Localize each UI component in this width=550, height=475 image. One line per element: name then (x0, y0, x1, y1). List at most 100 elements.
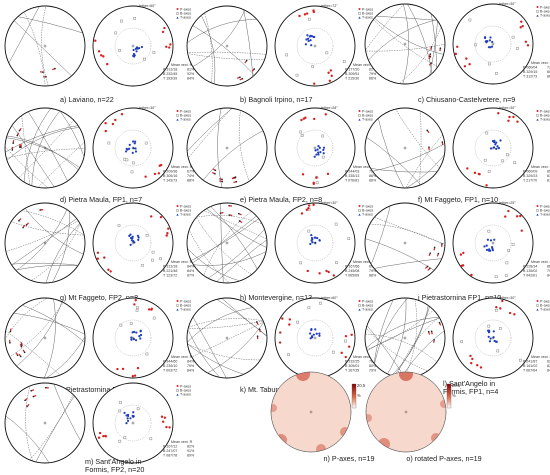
mean-vector-pct: 84% (187, 265, 195, 269)
t-axis-point (486, 238, 489, 241)
p-axis-point (163, 26, 166, 30)
t-axis-point (134, 339, 138, 342)
slip-point (11, 149, 14, 151)
slip-point (12, 142, 14, 144)
p-axis-point (344, 355, 347, 359)
t-axis-point (322, 148, 325, 152)
mean-vector-row: P 228/34 (523, 265, 537, 269)
pbt-axes-net (452, 297, 534, 379)
mean-vector-pct: 62% (369, 68, 377, 72)
t-axis-point (485, 248, 489, 251)
p-axis-point (520, 229, 523, 232)
t-axis-point (316, 148, 319, 151)
t-axes-legend-icon (358, 213, 361, 216)
slip-point (429, 53, 432, 55)
fault-plane-arc (384, 298, 407, 378)
p-axis-point (157, 172, 161, 175)
tether-circle (114, 129, 152, 167)
t-axis-point (126, 417, 129, 420)
p-axis-point (485, 184, 488, 187)
fault-plane-net (4, 297, 86, 379)
t-axis-point (126, 148, 129, 151)
fault-plane-arc (31, 321, 85, 378)
slip-point (430, 62, 432, 64)
p-axis-point (165, 45, 168, 48)
p-axis-point (516, 120, 519, 123)
b-axis-point (118, 409, 122, 413)
p-axis-point (312, 203, 315, 207)
p-axis-point (97, 50, 101, 53)
t-axis-point (490, 45, 494, 48)
b-axis-point (285, 53, 288, 57)
p-axis-point (312, 9, 315, 12)
p-axis-point (159, 163, 163, 167)
b-axes-legend-icon (176, 12, 179, 15)
t-axis-point (304, 43, 308, 46)
p-axis-point (456, 45, 459, 49)
p-axis-point (325, 269, 328, 273)
mean-vector-row: T 076/81 (345, 179, 359, 183)
p-axis-point (305, 12, 309, 15)
t-axis-point (128, 234, 131, 238)
p-axis-point (507, 119, 510, 123)
b-axis-point (511, 35, 515, 39)
b-axes-legend-icon (358, 304, 361, 307)
legend-t-axes: T-axes (540, 118, 550, 122)
legend-b-axes: B-axes (362, 304, 373, 308)
fault-plane-arc (25, 383, 36, 463)
t-axis-point (494, 143, 497, 146)
fault-plane-arc (187, 6, 248, 70)
b-axis-point (141, 263, 144, 267)
panel-caption: g) Mt Faggeto, FP2, n=8 (60, 293, 138, 302)
fault-plane-arc (194, 206, 267, 243)
mean-vector-pct: 88% (369, 274, 377, 278)
legend-p-axes: P-axes (540, 299, 550, 303)
t-axis-point (306, 34, 309, 37)
mean-vector-pct: 67% (187, 170, 195, 174)
p-axis-point (307, 207, 310, 210)
t-axis-point (133, 142, 136, 145)
legend-t-axes: T-axes (180, 393, 191, 397)
p-axes-legend-icon (176, 8, 179, 10)
t-axis-point (128, 147, 131, 150)
mean-vector-header: Mean vect. R (353, 63, 375, 67)
fault-plane-arc (187, 108, 243, 162)
t-axis-point (317, 144, 320, 148)
p-axis-point (526, 44, 530, 47)
fault-plane-arc (187, 318, 267, 331)
p-axis-point (462, 251, 465, 255)
p-axis-point (313, 117, 316, 121)
fault-plane-arc (20, 203, 85, 258)
density-hotspot (271, 404, 277, 412)
p-axis-point (329, 69, 333, 72)
slip-point (16, 354, 19, 357)
b-axis-point (149, 437, 153, 441)
slip-point (23, 351, 26, 354)
p-axis-point (305, 208, 309, 211)
panel-caption: a) Laviano, n=22 (60, 95, 114, 104)
p-axis-point (96, 251, 100, 254)
t-axis-point (139, 337, 142, 340)
fault-plane-arc (14, 302, 85, 348)
b-axis-point (119, 401, 122, 404)
mean-vector-pct: 86% (547, 75, 550, 79)
mean-vector-pct: 79% (369, 369, 377, 373)
t-axis-point (493, 339, 496, 343)
slip-point (429, 252, 432, 254)
t-axes-legend-icon (176, 308, 179, 311)
fault-plane-arc (5, 218, 83, 253)
p-axis-point (330, 74, 333, 78)
mean-vector-row: P 167/66 (345, 265, 359, 269)
pbt-axes-net (274, 5, 356, 87)
slip-point (237, 212, 240, 215)
mean-vector-pct: 87% (547, 179, 550, 183)
p-axis-point (302, 117, 306, 120)
p-axis-point (478, 173, 481, 176)
fault-plane-arc (200, 203, 267, 252)
